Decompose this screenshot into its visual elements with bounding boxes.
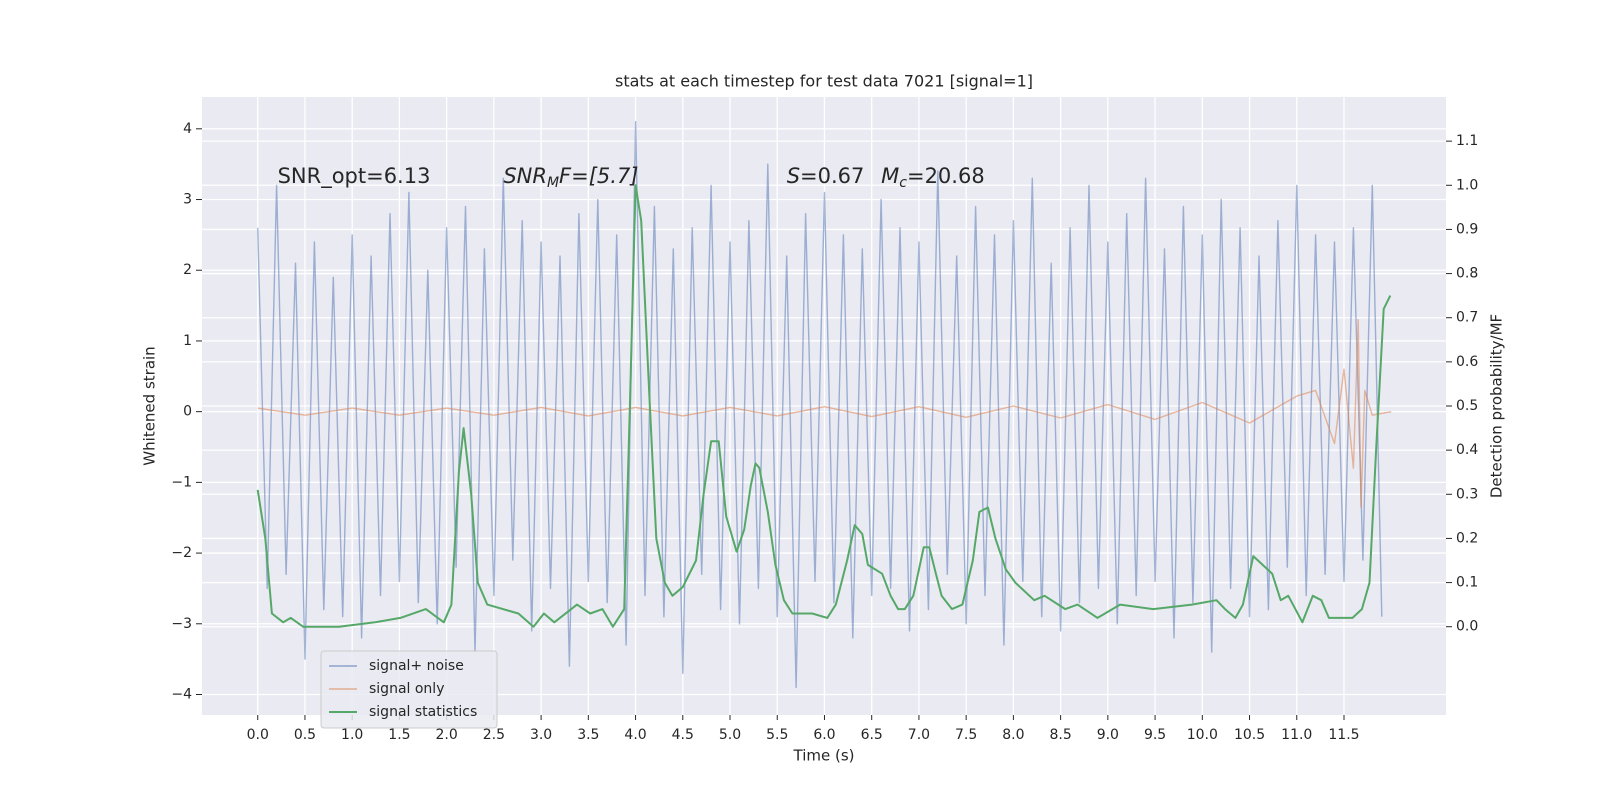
- y2-tick-label: 0.3: [1456, 486, 1478, 502]
- y2-tick-label: 0.0: [1456, 619, 1478, 635]
- y2-tick-label: 0.6: [1456, 354, 1478, 370]
- series-line: [256, 184, 1392, 628]
- x-tick-label: 2.0: [436, 727, 458, 743]
- x-tick-label: 0.5: [294, 727, 316, 743]
- y2-tick-label: 0.5: [1456, 398, 1478, 414]
- grid: 0.0 0.5 1.0 1.5 2.0 2.5 3.0 3.5 4.0 4.5 5.0 5.5 6.0 6…: [171, 97, 1478, 743]
- annotation-part: =0.67: [800, 164, 864, 188]
- y2-tick-label: 0.7: [1456, 310, 1478, 326]
- annotation-part: SNR: [503, 164, 547, 188]
- x-tick-label: 5.0: [719, 727, 741, 743]
- y2-tick-label: 1.1: [1456, 133, 1478, 149]
- y-tick-label: −2: [171, 545, 192, 561]
- x-tick-label: 10.5: [1234, 727, 1265, 743]
- x-tick-label: 2.5: [483, 727, 505, 743]
- marks: [256, 121, 1392, 689]
- annotation-part: M: [881, 164, 899, 188]
- x-tick-label: 7.0: [908, 727, 930, 743]
- x-tick-label: 5.5: [766, 727, 788, 743]
- x-tick-label: 3.5: [577, 727, 599, 743]
- y-tick-label: −1: [171, 474, 192, 490]
- chart-title: stats at each timestep for test data 702…: [615, 72, 1033, 91]
- legend-label: signal statistics: [369, 704, 477, 720]
- x-tick-label: 6.5: [861, 727, 883, 743]
- y2-tick-label: 0.1: [1456, 575, 1478, 591]
- x-tick-label: 9.0: [1097, 727, 1119, 743]
- y2-tick-label: 0.2: [1456, 530, 1478, 546]
- y2-tick-label: 0.9: [1456, 221, 1478, 237]
- x-tick-label: 8.5: [1049, 727, 1071, 743]
- x-tick-label: 10.0: [1187, 727, 1218, 743]
- x-tick-label: 8.0: [1002, 727, 1024, 743]
- y-tick-label: −4: [171, 686, 192, 702]
- x-tick-label: 11.5: [1328, 727, 1359, 743]
- y-tick-label: 0: [183, 404, 192, 420]
- annotation-part: c: [899, 175, 907, 191]
- series-line: [257, 121, 1383, 689]
- y-tick-label: 4: [183, 121, 192, 137]
- annotation: SNR_opt=6.13: [278, 164, 431, 189]
- x-tick-label: 4.5: [672, 727, 694, 743]
- y2-axis-label: Detection probability/MF: [1488, 314, 1506, 498]
- legend-box: [320, 650, 498, 729]
- y-tick-label: −3: [171, 616, 192, 632]
- overlay: SNR_opt=6.13 SNRMF=[5.7] S=0.67 Mc=20.68sig…: [278, 164, 985, 729]
- annotation-part: =20.68: [907, 164, 985, 188]
- y2-tick-label: 1.0: [1456, 177, 1478, 193]
- legend-label: signal+ noise: [369, 658, 464, 674]
- annotation-part: SNR_opt=6.13: [278, 164, 431, 189]
- y2-tick-label: 0.8: [1456, 266, 1478, 282]
- y-axis-label: Whitened strain: [141, 346, 159, 465]
- series-line: [257, 319, 1392, 508]
- x-tick-label: 9.5: [1144, 727, 1166, 743]
- y-tick-label: 1: [183, 333, 192, 349]
- y2-tick-label: 0.4: [1456, 442, 1478, 458]
- x-tick-label: 3.0: [530, 727, 552, 743]
- legend-label: signal only: [369, 681, 444, 697]
- x-tick-label: 0.0: [247, 727, 269, 743]
- x-tick-label: 6.0: [813, 727, 835, 743]
- annotation-part: S: [787, 164, 800, 188]
- y-tick-label: 2: [183, 262, 192, 278]
- x-tick-label: 7.5: [955, 727, 977, 743]
- x-tick-label: 1.5: [388, 727, 410, 743]
- x-tick-label: 1.0: [341, 727, 363, 743]
- annotation: Mc=20.68: [881, 164, 985, 191]
- x-axis-label: Time (s): [793, 747, 855, 765]
- annotation-part: M: [547, 175, 559, 191]
- annotation: SNRMF=[5.7]: [503, 164, 638, 191]
- annotation: S=0.67: [787, 164, 865, 188]
- x-tick-label: 11.0: [1281, 727, 1312, 743]
- y-tick-label: 3: [183, 192, 192, 208]
- x-tick-label: 4.0: [624, 727, 646, 743]
- annotation-part: F=[5.7]: [559, 164, 638, 188]
